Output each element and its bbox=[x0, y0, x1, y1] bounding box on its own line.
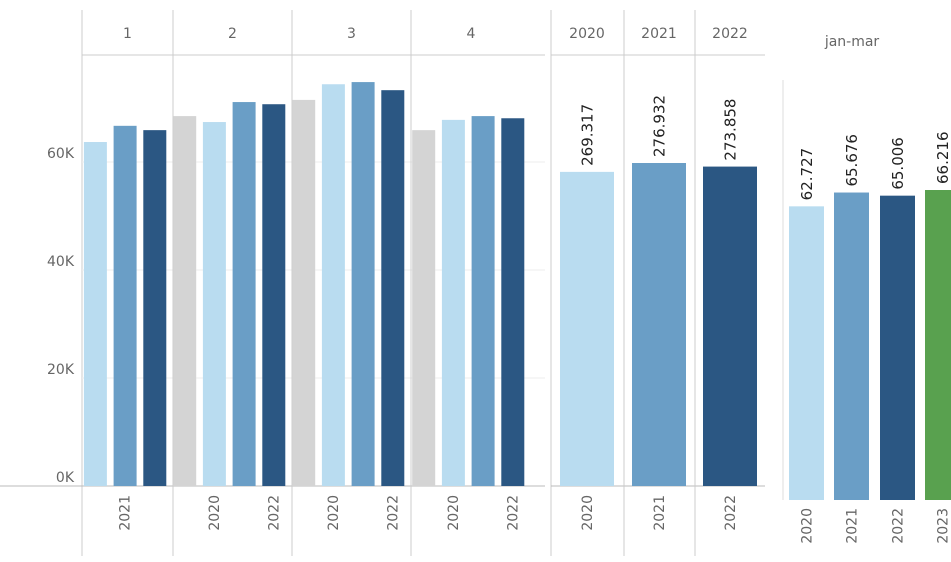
bar bbox=[173, 116, 197, 486]
value-label: 62.727 bbox=[798, 148, 816, 201]
bar bbox=[113, 125, 137, 486]
value-label: 65.676 bbox=[843, 134, 861, 187]
x-tick-label: 2020 bbox=[800, 508, 816, 544]
column-header: 2022 bbox=[712, 26, 748, 42]
x-tick-label: 2021 bbox=[845, 508, 861, 544]
bar bbox=[202, 122, 226, 486]
column-header: 2 bbox=[228, 26, 237, 42]
x-tick-label: 2023 bbox=[936, 508, 951, 544]
bar bbox=[381, 90, 405, 487]
x-tick-label: 2022 bbox=[723, 495, 739, 531]
bar bbox=[351, 82, 375, 486]
bar bbox=[143, 130, 167, 486]
y-tick-label: 0K bbox=[56, 470, 75, 486]
panel-title: jan-mar bbox=[824, 34, 880, 50]
x-tick-label: 2020 bbox=[580, 495, 596, 531]
x-tick-label: 2022 bbox=[266, 495, 282, 531]
x-tick-label: 2022 bbox=[891, 508, 907, 544]
column-header: 2020 bbox=[569, 26, 605, 42]
bar bbox=[441, 119, 465, 486]
column-header: 3 bbox=[347, 26, 356, 42]
x-tick-label: 2020 bbox=[326, 495, 342, 531]
bar bbox=[292, 99, 316, 487]
bar bbox=[632, 163, 686, 486]
bar bbox=[880, 195, 915, 500]
y-tick-label: 40K bbox=[47, 254, 75, 270]
y-tick-label: 20K bbox=[47, 362, 75, 378]
bar bbox=[321, 84, 345, 487]
x-tick-label: 2020 bbox=[207, 495, 223, 531]
value-label: 273.858 bbox=[722, 99, 740, 161]
x-tick-label: 2022 bbox=[505, 495, 521, 531]
bar bbox=[83, 142, 107, 486]
bar bbox=[834, 192, 869, 501]
bar bbox=[471, 116, 495, 486]
value-label: 65.006 bbox=[889, 137, 907, 190]
value-label: 276.932 bbox=[651, 95, 669, 157]
x-tick-label: 2021 bbox=[652, 495, 668, 531]
bar bbox=[789, 206, 824, 500]
bar bbox=[412, 130, 436, 486]
bar bbox=[232, 102, 256, 486]
column-header: 4 bbox=[467, 26, 476, 42]
bar bbox=[703, 166, 757, 486]
x-tick-label: 2020 bbox=[446, 495, 462, 531]
y-tick-label: 60K bbox=[47, 146, 75, 162]
column-header: 2021 bbox=[641, 26, 677, 42]
value-label: 269.317 bbox=[579, 104, 597, 166]
bar bbox=[560, 171, 614, 486]
column-header: 1 bbox=[123, 26, 132, 42]
bar bbox=[925, 190, 951, 500]
x-tick-label: 2022 bbox=[385, 495, 401, 531]
x-tick-label: 2021 bbox=[118, 495, 134, 531]
value-label: 66.216 bbox=[934, 132, 951, 185]
bar bbox=[501, 118, 525, 486]
bar bbox=[262, 104, 286, 486]
